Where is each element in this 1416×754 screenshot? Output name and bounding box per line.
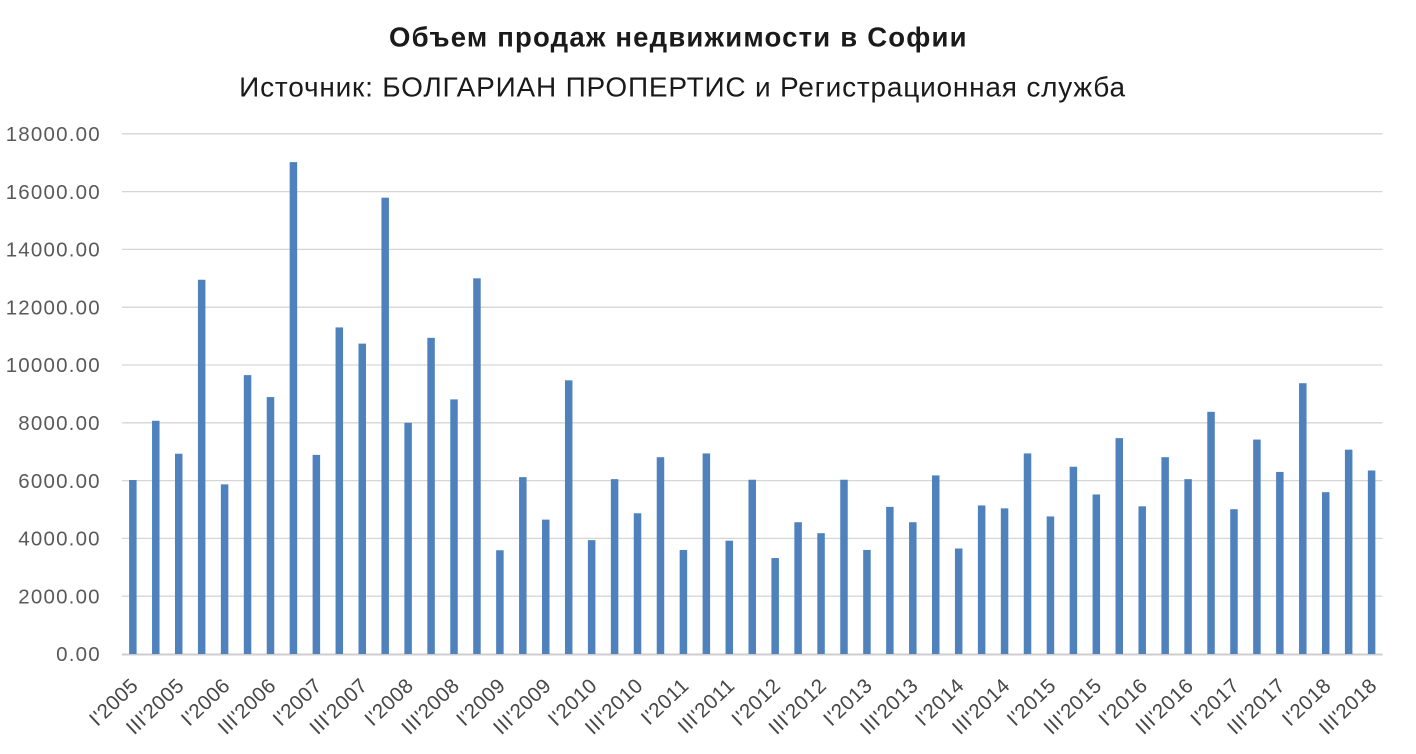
svg-text:4000.00: 4000.00 bbox=[18, 528, 101, 551]
svg-text:6000.00: 6000.00 bbox=[18, 470, 101, 493]
svg-text:8000.00: 8000.00 bbox=[18, 412, 101, 435]
svg-text:Объем продаж недвижимости в Со: Объем продаж недвижимости в Софии bbox=[389, 22, 968, 53]
svg-text:16000.00: 16000.00 bbox=[6, 181, 101, 204]
svg-text:10000.00: 10000.00 bbox=[6, 354, 101, 377]
svg-text:18000.00: 18000.00 bbox=[6, 123, 101, 146]
svg-text:0.00: 0.00 bbox=[56, 643, 101, 666]
svg-text:12000.00: 12000.00 bbox=[6, 296, 101, 319]
svg-text:2000.00: 2000.00 bbox=[18, 585, 101, 608]
svg-text:14000.00: 14000.00 bbox=[6, 239, 101, 262]
svg-text:Источник: БОЛГАРИАН ПРОПЕРТИС: Источник: БОЛГАРИАН ПРОПЕРТИС и Регистра… bbox=[239, 72, 1126, 103]
